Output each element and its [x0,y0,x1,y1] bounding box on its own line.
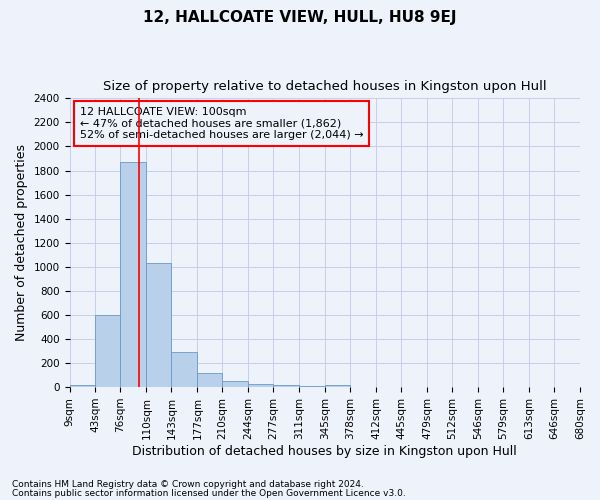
Bar [248,384,274,387]
Bar [299,386,325,387]
X-axis label: Distribution of detached houses by size in Kingston upon Hull: Distribution of detached houses by size … [133,444,517,458]
Bar [121,162,146,387]
Text: Contains public sector information licensed under the Open Government Licence v3: Contains public sector information licen… [12,488,406,498]
Title: Size of property relative to detached houses in Kingston upon Hull: Size of property relative to detached ho… [103,80,547,93]
Bar [95,315,121,387]
Bar [223,382,248,387]
Text: 12, HALLCOATE VIEW, HULL, HU8 9EJ: 12, HALLCOATE VIEW, HULL, HU8 9EJ [143,10,457,25]
Text: Contains HM Land Registry data © Crown copyright and database right 2024.: Contains HM Land Registry data © Crown c… [12,480,364,489]
Bar [146,263,172,387]
Bar [70,384,95,387]
Y-axis label: Number of detached properties: Number of detached properties [15,144,28,341]
Bar [172,352,197,387]
Bar [274,384,299,387]
Bar [197,374,223,387]
Bar [325,384,350,387]
Text: 12 HALLCOATE VIEW: 100sqm
← 47% of detached houses are smaller (1,862)
52% of se: 12 HALLCOATE VIEW: 100sqm ← 47% of detac… [80,107,364,140]
